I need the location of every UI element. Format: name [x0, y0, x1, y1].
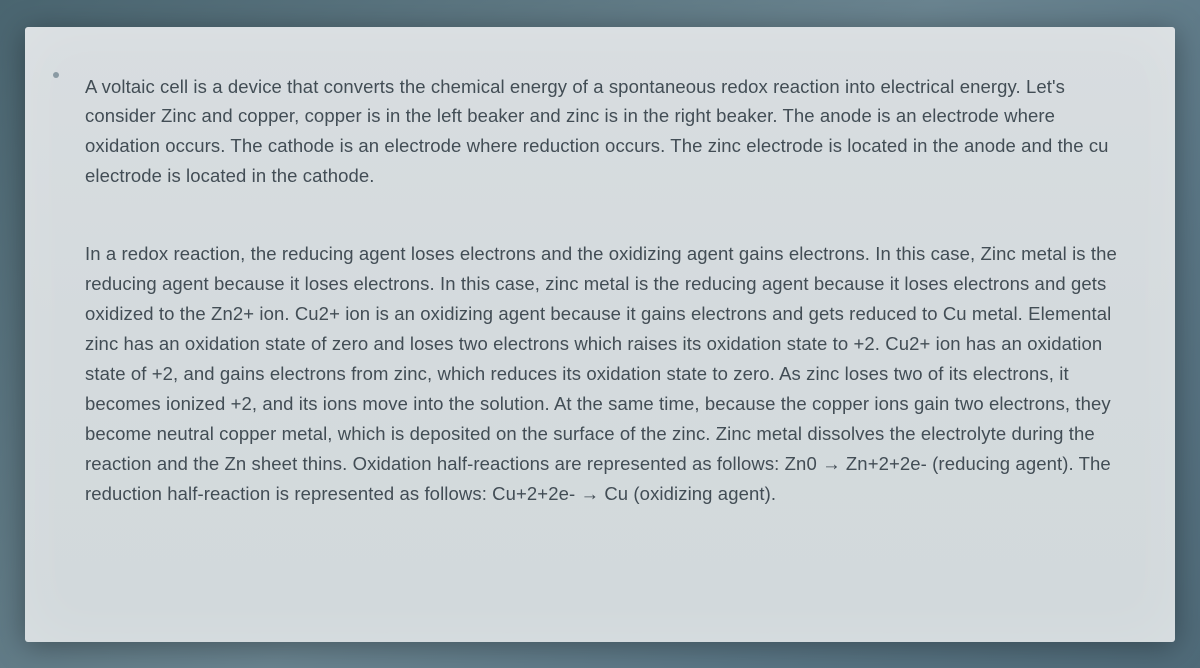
paragraph-1: A voltaic cell is a device that converts… [85, 72, 1120, 192]
document-page: A voltaic cell is a device that converts… [25, 27, 1175, 642]
paragraph-2: In a redox reaction, the reducing agent … [85, 239, 1120, 509]
